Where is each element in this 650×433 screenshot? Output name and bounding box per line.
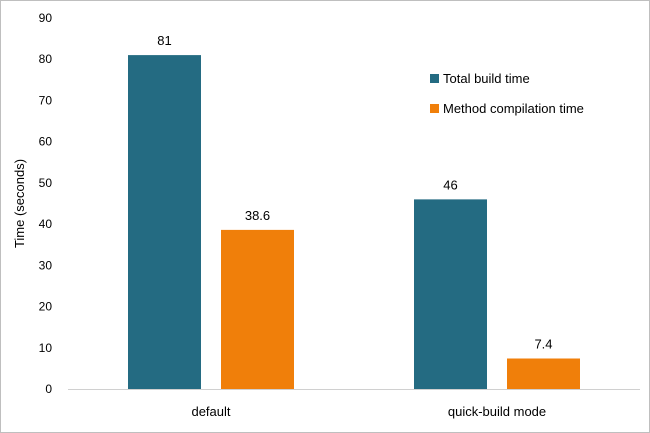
y-axis-ticks: 0 10 20 30 40 50 60 70 80 90 <box>39 11 53 396</box>
y-tick-label: 80 <box>39 52 53 66</box>
legend-swatch <box>430 74 439 83</box>
category-labels: default quick-build mode <box>191 404 546 419</box>
y-tick-label: 20 <box>39 300 53 314</box>
y-tick-label: 10 <box>39 341 53 355</box>
y-tick-label: 90 <box>39 11 53 25</box>
data-label: 38.6 <box>245 208 270 223</box>
legend-label: Method compilation time <box>443 101 584 116</box>
data-label: 7.4 <box>534 336 552 351</box>
y-tick-label: 50 <box>39 176 53 190</box>
bar-method-compilation-0 <box>221 229 294 389</box>
bar-total-build-0 <box>128 55 201 389</box>
data-label: 46 <box>443 177 457 192</box>
y-tick-label: 70 <box>39 93 53 107</box>
category-label: default <box>191 404 230 419</box>
bar-method-compilation-1 <box>507 358 580 389</box>
y-tick-label: 30 <box>39 258 53 272</box>
legend-swatch <box>430 104 439 113</box>
data-label: 81 <box>157 33 171 48</box>
y-tick-label: 60 <box>39 135 53 149</box>
data-labels: 81 38.6 46 7.4 <box>157 33 552 351</box>
bar-total-build-1 <box>414 199 487 389</box>
bars <box>128 55 580 389</box>
legend-label: Total build time <box>443 71 530 86</box>
legend: Total build time Method compilation time <box>430 71 584 116</box>
y-axis-label: Time (seconds) <box>12 159 27 248</box>
y-tick-label: 40 <box>39 217 53 231</box>
y-tick-label: 0 <box>45 382 52 396</box>
category-label: quick-build mode <box>448 404 546 419</box>
